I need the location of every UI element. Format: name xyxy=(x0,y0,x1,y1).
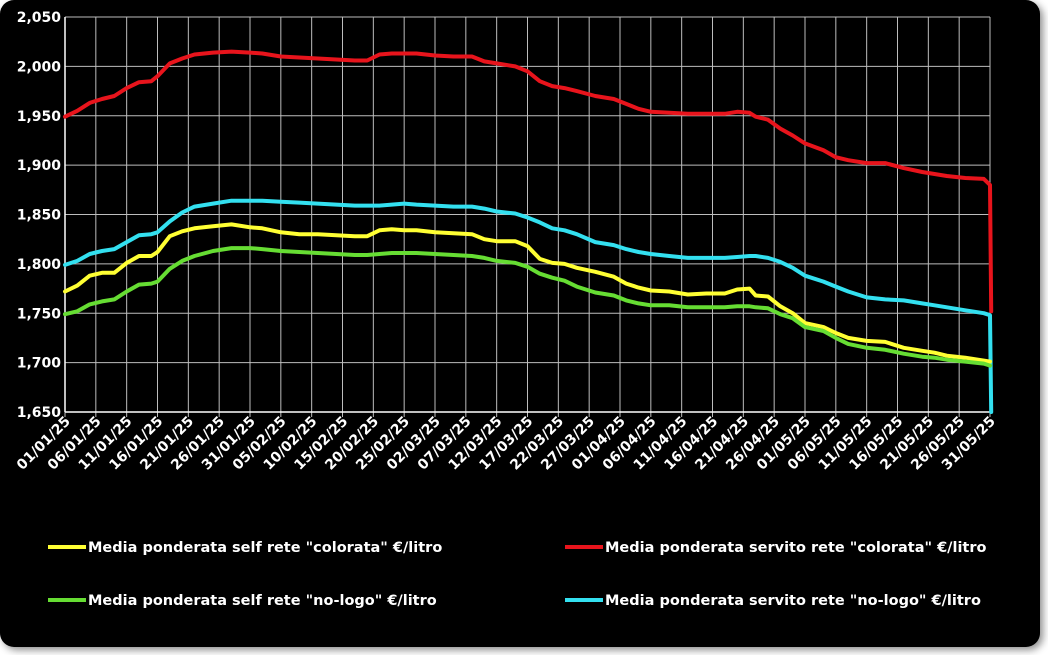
y-tick-label: 2,050 xyxy=(17,10,62,26)
legend-item-servito-colorata: Media ponderata servito rete "colorata" … xyxy=(565,540,987,556)
y-tick-label: 1,850 xyxy=(17,208,62,224)
legend-item-self-colorata: Media ponderata self rete "colorata" €/l… xyxy=(48,540,442,556)
legend-item-self-nologo: Media ponderata self rete "no-logo" €/li… xyxy=(48,593,437,609)
y-tick-label: 1,750 xyxy=(17,306,62,322)
y-tick-label: 1,950 xyxy=(17,109,62,125)
y-axis-ticks: 1,650 1,700 1,750 1,800 1,850 1,900 1,950 2,000… xyxy=(17,10,62,421)
axes xyxy=(64,17,990,413)
legend-item-servito-nologo: Media ponderata servito rete "no-logo" €… xyxy=(565,593,981,609)
legend-label-servito-colorata: Media ponderata servito rete "colorata" … xyxy=(605,540,987,556)
legend-label-servito-nologo: Media ponderata servito rete "no-logo" €… xyxy=(605,593,981,609)
series-line-self-colorata xyxy=(63,222,992,364)
y-tick-label: 1,700 xyxy=(17,356,62,372)
x-axis-ticks: 01/01/2506/01/2511/01/2516/01/2521/01/25… xyxy=(14,414,999,474)
series-line-servito-colorata xyxy=(63,49,994,314)
y-tick-label: 1,800 xyxy=(17,257,62,273)
series-lines xyxy=(63,49,994,414)
legend: Media ponderata self rete "colorata" €/l… xyxy=(48,540,987,609)
y-tick-label: 1,900 xyxy=(17,158,62,174)
y-tick-label: 1,650 xyxy=(17,405,62,421)
legend-label-self-colorata: Media ponderata self rete "colorata" €/l… xyxy=(88,540,442,556)
legend-label-self-nologo: Media ponderata self rete "no-logo" €/li… xyxy=(88,593,437,609)
series-line-servito-nologo xyxy=(63,198,994,414)
y-tick-label: 2,000 xyxy=(17,59,62,75)
series-line-self-nologo xyxy=(63,246,992,368)
